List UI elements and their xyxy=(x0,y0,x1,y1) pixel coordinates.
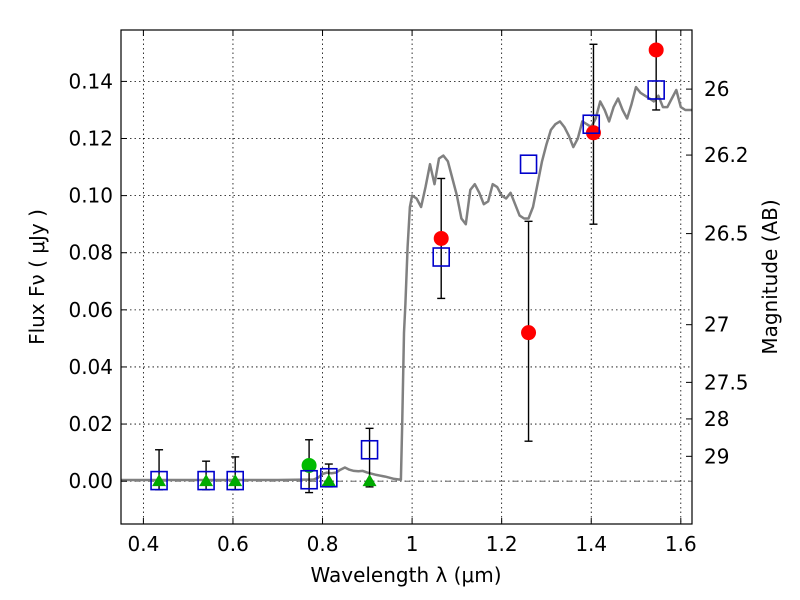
y-tick-label: 0.00 xyxy=(68,469,113,493)
axis-ticks xyxy=(121,30,692,524)
model-photometry-point xyxy=(226,470,244,491)
y2-tick-label: 28 xyxy=(704,407,729,431)
y2-tick-label: 27 xyxy=(704,313,729,337)
observed-flux-point xyxy=(433,230,449,246)
model-photometry-point xyxy=(300,469,318,490)
model-photometry-point xyxy=(150,470,168,491)
x-tick-label: 1 xyxy=(406,532,419,556)
x-tick-labels: 0.4 0.6 0.8 1 1.2 1.4 1.6 xyxy=(127,532,696,556)
y-tick-label: 0.14 xyxy=(68,69,113,93)
model-photometry-point xyxy=(647,80,665,100)
y2-tick-label: 26 xyxy=(704,77,729,101)
optical-measurement-point xyxy=(199,474,214,487)
x-tick-label: 0.8 xyxy=(307,532,339,556)
y-tick-label: 0.04 xyxy=(68,355,113,379)
x-tick-label: 1.6 xyxy=(665,532,697,556)
optical-measurement-point xyxy=(321,474,336,487)
model-photometry-point xyxy=(519,154,538,175)
y2-tick-label: 26.2 xyxy=(704,143,749,167)
x-tick-label: 1.4 xyxy=(575,532,607,556)
observed-flux-point xyxy=(301,457,317,473)
observed-flux-point xyxy=(648,42,664,58)
y2-axis-label: Magnitude (AB) xyxy=(758,199,782,354)
optical-measurement-point xyxy=(228,474,243,487)
model-photometry-point xyxy=(319,467,338,488)
model-photometry-point xyxy=(197,470,215,491)
y2-tick-label: 29 xyxy=(704,444,729,468)
model-photometry-point xyxy=(582,114,601,135)
optical-measurement-point xyxy=(362,474,377,487)
x-axis-label: Wavelength λ (μm) xyxy=(310,563,501,587)
model-photometry-point xyxy=(360,439,379,460)
y-tick-labels: 0.00 0.02 0.04 0.06 0.08 0.10 0.12 0.14 xyxy=(68,69,113,493)
y-tick-label: 0.02 xyxy=(68,412,113,436)
x-tick-label: 0.4 xyxy=(127,532,159,556)
plot-frame xyxy=(120,29,693,525)
x-tick-label: 0.6 xyxy=(217,532,249,556)
y2-tick-label: 26.5 xyxy=(704,222,749,246)
x-tick-label: 1.2 xyxy=(486,532,518,556)
y-tick-label: 0.10 xyxy=(68,184,113,208)
y-tick-label: 0.12 xyxy=(68,127,113,151)
optical-measurement-point xyxy=(152,474,167,487)
data-markers xyxy=(150,42,665,491)
y-tick-label: 0.06 xyxy=(68,298,113,322)
model-sed-curve xyxy=(121,85,692,482)
y-tick-label: 0.08 xyxy=(68,241,113,265)
y2-tick-labels: 26 26.2 26.5 27 27.5 28 29 xyxy=(704,77,749,468)
y2-tick-label: 27.5 xyxy=(704,370,749,394)
model-photometry-point xyxy=(432,247,451,267)
y-axis-label: Flux Fν ( μJy ) xyxy=(25,209,49,345)
observed-flux-point xyxy=(521,325,537,341)
model-sed-layer xyxy=(121,85,692,482)
